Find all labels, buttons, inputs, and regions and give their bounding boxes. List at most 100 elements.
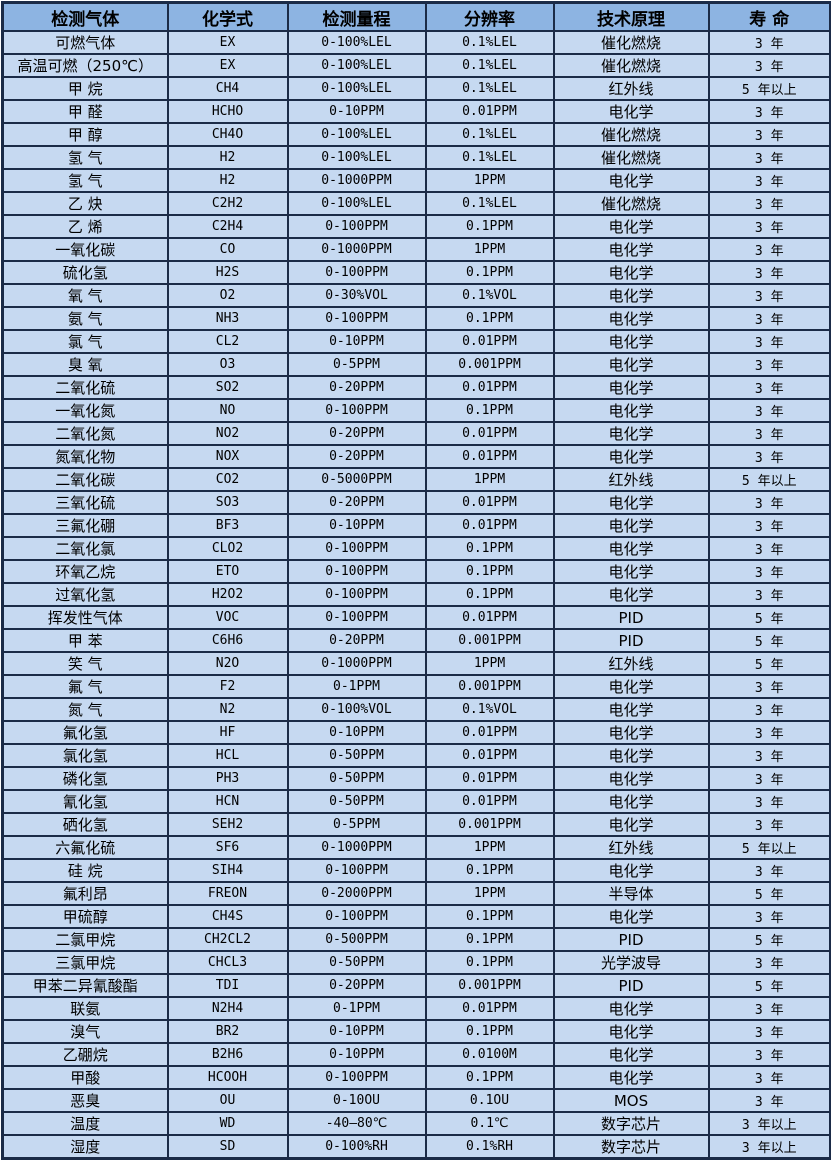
header-row: 检测气体 化学式 检测量程 分辨率 技术原理 寿 命 (1, 1, 831, 32)
table-cell-gas: 氟 气 (1, 674, 169, 699)
table-cell-technology: 电化学 (552, 513, 710, 538)
table-cell-lifespan: 3 年 (707, 260, 831, 285)
table-cell-lifespan: 3 年 (707, 559, 831, 584)
table-cell-formula: PH3 (166, 766, 289, 791)
table-row: 三氟化硼 BF3 0-10PPM 0.01PPM 电化学 3 年 (1, 513, 831, 538)
table-cell-range: 0-20PPM (286, 973, 427, 998)
table-cell-resolution: 1PPM (424, 168, 555, 193)
table-cell-lifespan: 5 年 (707, 881, 831, 906)
table-cell-technology: 电化学 (552, 674, 710, 699)
table-cell-range: 0-100PPM (286, 858, 427, 883)
table-cell-technology: 电化学 (552, 1042, 710, 1067)
table-row: 氟利昂 FREON 0-2000PPM 1PPM 半导体 5 年 (1, 881, 831, 906)
table-cell-range: 0-100PPM (286, 1065, 427, 1090)
table-cell-lifespan: 3 年 (707, 766, 831, 791)
table-cell-formula: H2 (166, 168, 289, 193)
table-cell-lifespan: 3 年 (707, 582, 831, 607)
table-cell-formula: TDI (166, 973, 289, 998)
table-row: 挥发性气体 VOC 0-100PPM 0.01PPM PID 5 年 (1, 605, 831, 630)
table-cell-range: 0-5PPM (286, 812, 427, 837)
table-cell-technology: 电化学 (552, 237, 710, 262)
table-cell-range: 0-100PPM (286, 605, 427, 630)
table-cell-technology: 电化学 (552, 352, 710, 377)
table-cell-formula: CO (166, 237, 289, 262)
table-cell-formula: C6H6 (166, 628, 289, 653)
table-cell-resolution: 0.01PPM (424, 490, 555, 515)
table-row: 高温可燃（250℃） EX 0-100%LEL 0.1%LEL 催化燃烧 3 年 (1, 53, 831, 78)
table-row: 二氧化碳 CO2 0-5000PPM 1PPM 红外线 5 年以上 (1, 467, 831, 492)
table-cell-resolution: 0.1PPM (424, 950, 555, 975)
table-cell-technology: 催化燃烧 (552, 145, 710, 170)
table-cell-range: 0-100PPM (286, 536, 427, 561)
table-cell-gas: 磷化氢 (1, 766, 169, 791)
table-cell-technology: 电化学 (552, 904, 710, 929)
table-cell-resolution: 0.01PPM (424, 789, 555, 814)
table-cell-formula: HCL (166, 743, 289, 768)
column-header-formula: 化学式 (166, 1, 289, 32)
table-row: 乙硼烷 B2H6 0-10PPM 0.0100M 电化学 3 年 (1, 1042, 831, 1067)
table-row: 磷化氢 PH3 0-50PPM 0.01PPM 电化学 3 年 (1, 766, 831, 791)
table-cell-range: 0-500PPM (286, 927, 427, 952)
table-cell-gas: 氮 气 (1, 697, 169, 722)
table-row: 溴气 BR2 0-10PPM 0.1PPM 电化学 3 年 (1, 1019, 831, 1044)
table-cell-formula: SF6 (166, 835, 289, 860)
table-cell-range: 0-20PPM (286, 490, 427, 515)
table-cell-formula: H2S (166, 260, 289, 285)
table-cell-gas: 氯 气 (1, 329, 169, 354)
table-row: 乙 烯 C2H4 0-100PPM 0.1PPM 电化学 3 年 (1, 214, 831, 239)
table-cell-lifespan: 5 年以上 (707, 835, 831, 860)
table-cell-lifespan: 3 年 (707, 950, 831, 975)
table-cell-gas: 二氧化氮 (1, 421, 169, 446)
table-cell-range: 0-100PPM (286, 904, 427, 929)
table-cell-gas: 甲 烷 (1, 76, 169, 101)
table-cell-formula: FREON (166, 881, 289, 906)
table-cell-range: 0-10PPM (286, 1042, 427, 1067)
table-cell-range: 0-1PPM (286, 996, 427, 1021)
table-cell-resolution: 0.1PPM (424, 536, 555, 561)
table-cell-technology: 电化学 (552, 1019, 710, 1044)
table-cell-technology: 电化学 (552, 858, 710, 883)
table-cell-range: 0-100PPM (286, 559, 427, 584)
table-cell-technology: 电化学 (552, 536, 710, 561)
table-row: 二氧化氯 CLO2 0-100PPM 0.1PPM 电化学 3 年 (1, 536, 831, 561)
table-cell-range: 0-1PPM (286, 674, 427, 699)
table-cell-technology: 红外线 (552, 651, 710, 676)
table-cell-gas: 氨 气 (1, 306, 169, 331)
table-row: 硫化氢 H2S 0-100PPM 0.1PPM 电化学 3 年 (1, 260, 831, 285)
table-cell-gas: 氧 气 (1, 283, 169, 308)
table-cell-resolution: 0.1PPM (424, 927, 555, 952)
table-row: 笑 气 N2O 0-1000PPM 1PPM 红外线 5 年 (1, 651, 831, 676)
table-cell-formula: NO2 (166, 421, 289, 446)
table-cell-resolution: 1PPM (424, 881, 555, 906)
table-cell-range: 0-100%LEL (286, 76, 427, 101)
table-cell-formula: H2 (166, 145, 289, 170)
table-cell-range: 0-5PPM (286, 352, 427, 377)
table-cell-formula: NO (166, 398, 289, 423)
table-cell-lifespan: 3 年 (707, 329, 831, 354)
table-cell-technology: 电化学 (552, 697, 710, 722)
table-cell-resolution: 0.1PPM (424, 398, 555, 423)
table-cell-formula: CH4O (166, 122, 289, 147)
table-cell-lifespan: 3 年 (707, 789, 831, 814)
table-cell-range: 0-100%RH (286, 1134, 427, 1160)
table-row: 臭 氧 O3 0-5PPM 0.001PPM 电化学 3 年 (1, 352, 831, 377)
table-cell-resolution: 0.1%LEL (424, 53, 555, 78)
table-cell-resolution: 0.01PPM (424, 99, 555, 124)
table-cell-resolution: 0.1%LEL (424, 122, 555, 147)
table-cell-formula: CH4S (166, 904, 289, 929)
table-cell-gas: 乙硼烷 (1, 1042, 169, 1067)
table-cell-formula: NH3 (166, 306, 289, 331)
table-cell-resolution: 0.1%VOL (424, 283, 555, 308)
table-cell-technology: 半导体 (552, 881, 710, 906)
table-cell-gas: 甲 苯 (1, 628, 169, 653)
table-cell-resolution: 1PPM (424, 467, 555, 492)
table-cell-resolution: 0.1%LEL (424, 30, 555, 55)
table-row: 三氯甲烷 CHCL3 0-50PPM 0.1PPM 光学波导 3 年 (1, 950, 831, 975)
table-cell-range: 0-100%LEL (286, 53, 427, 78)
table-cell-lifespan: 3 年 (707, 99, 831, 124)
table-cell-gas: 三氧化硫 (1, 490, 169, 515)
table-cell-formula: HF (166, 720, 289, 745)
table-row: 二氧化硫 SO2 0-20PPM 0.01PPM 电化学 3 年 (1, 375, 831, 400)
table-cell-gas: 氰化氢 (1, 789, 169, 814)
table-row: 过氧化氢 H2O2 0-100PPM 0.1PPM 电化学 3 年 (1, 582, 831, 607)
